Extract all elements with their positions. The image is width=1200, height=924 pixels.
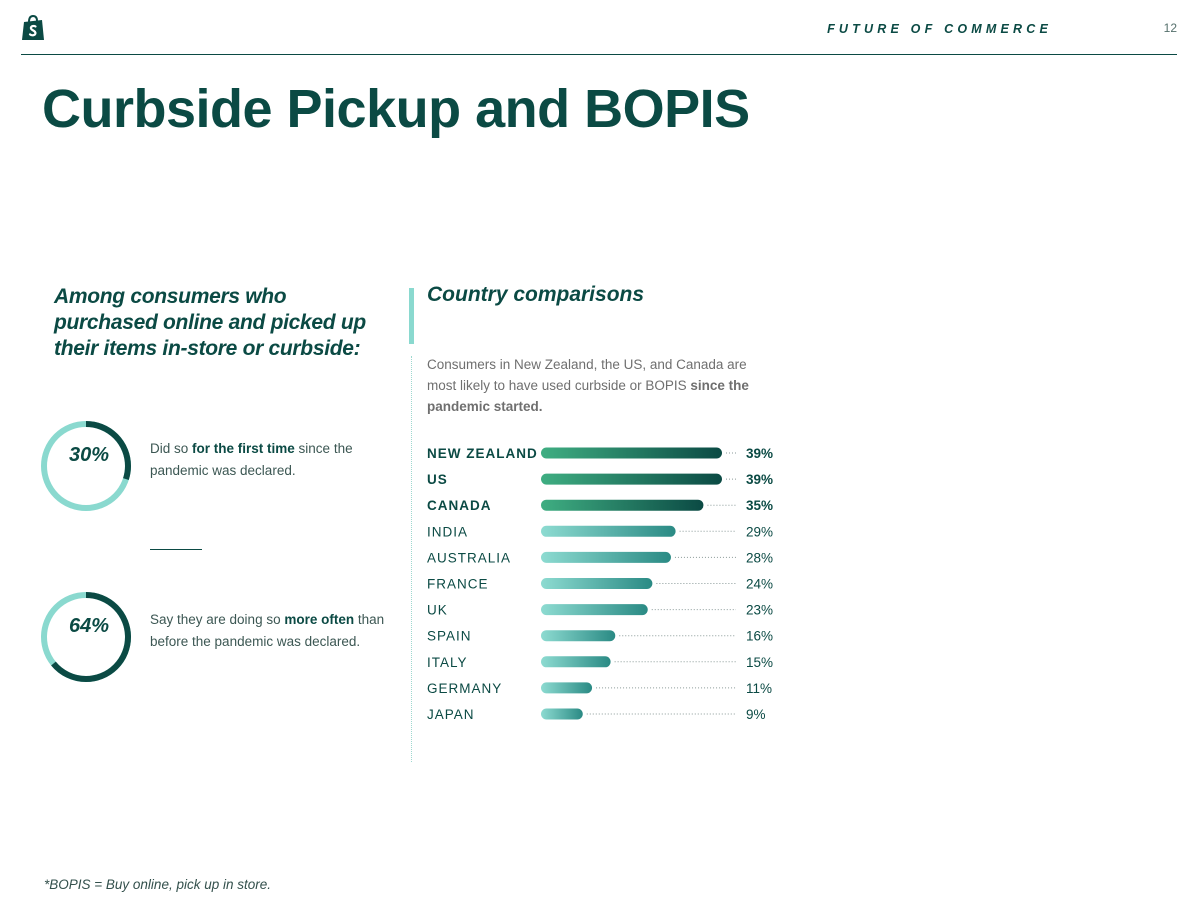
bar-india	[541, 525, 676, 537]
running-title: FUTURE OF COMMERCE	[827, 22, 1052, 36]
bar-australia	[541, 551, 671, 563]
section-accent-bar	[409, 288, 414, 344]
bar-label-germany: GERMANY	[427, 681, 502, 696]
stat-description: Say they are doing so more often than be…	[150, 612, 385, 649]
bar-value-us: 39%	[746, 472, 773, 487]
donut-ring-first-time	[41, 421, 131, 511]
bar-label-australia: AUSTRALIA	[427, 550, 511, 565]
bar-label-uk: UK	[427, 603, 448, 618]
section-dotted-line	[411, 356, 412, 762]
bar-value-japan: 9%	[746, 707, 766, 722]
country-comparison-chart: NEW ZEALAND 39% US 39% CANADA 35% INDIA 29% AUST…	[427, 446, 773, 722]
bar-value-france: 24%	[746, 577, 773, 592]
bar-uk	[541, 604, 648, 616]
bar-value-canada: 35%	[746, 498, 773, 513]
bar-label-spain: SPAIN	[427, 629, 472, 644]
stat-first-time: 30% Did so for the first time since the …	[40, 420, 400, 516]
bar-italy	[541, 656, 611, 668]
bar-value-new-zealand: 39%	[746, 446, 773, 461]
bar-canada	[541, 499, 704, 511]
stat-more-often: 64% Say they are doing so more often tha…	[40, 591, 400, 687]
footnote: *BOPIS = Buy online, pick up in store.	[44, 877, 271, 892]
intro-heading: Among consumers who purchased online and…	[54, 285, 366, 360]
section-description: Consumers in New Zealand, the US, and Ca…	[427, 357, 749, 414]
section-title: Country comparisons	[427, 283, 645, 306]
bar-label-japan: JAPAN	[427, 707, 475, 722]
bar-label-india: INDIA	[427, 524, 468, 539]
bar-value-india: 29%	[746, 524, 773, 539]
bar-value-germany: 11%	[746, 681, 772, 696]
header-divider	[21, 54, 1177, 55]
bar-france	[541, 578, 653, 589]
page-title: Curbside Pickup and BOPIS	[42, 79, 750, 139]
bar-value-italy: 15%	[746, 655, 773, 670]
bar-label-canada: CANADA	[427, 498, 492, 513]
bar-label-us: US	[427, 472, 448, 487]
bar-value-spain: 16%	[746, 629, 773, 644]
bar-label-new-zealand: NEW ZEALAND	[427, 446, 538, 461]
stat-value: 30%	[68, 444, 110, 466]
shopping-bag-logo-icon	[22, 15, 44, 40]
bar-spain	[541, 630, 616, 642]
donut-arc-more-often	[41, 592, 131, 682]
bar-us	[541, 473, 722, 485]
bar-label-france: FRANCE	[427, 577, 489, 592]
page-number: 12	[1163, 21, 1177, 35]
stat-divider	[150, 549, 202, 550]
bar-germany	[541, 682, 593, 694]
donut-ring-more-often	[41, 592, 131, 682]
stat-description: Did so for the first time since the pand…	[150, 441, 353, 478]
bar-value-australia: 28%	[746, 550, 773, 565]
bar-new-zealand	[541, 447, 722, 459]
donut-arc-first-time	[41, 421, 131, 511]
bar-label-italy: ITALY	[427, 655, 468, 670]
stat-value: 64%	[68, 615, 110, 637]
bar-japan	[541, 708, 583, 720]
bar-value-uk: 23%	[746, 603, 773, 618]
